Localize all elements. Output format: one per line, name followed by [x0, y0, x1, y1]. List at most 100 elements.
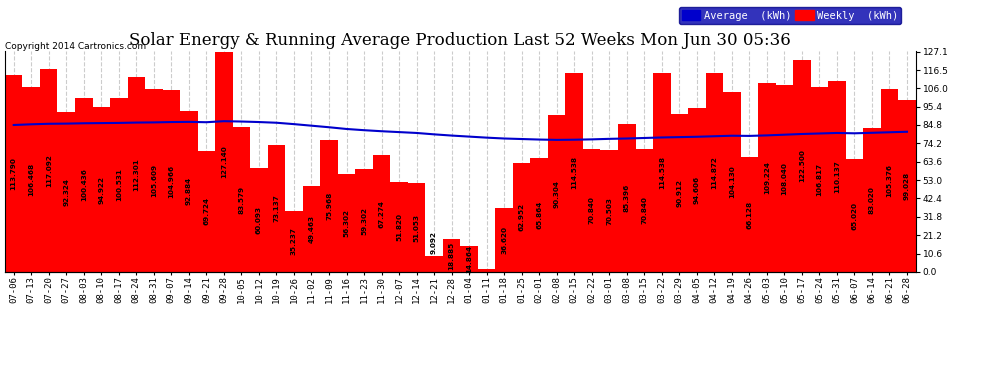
Bar [338, 174, 355, 272]
Text: 83.579: 83.579 [239, 185, 245, 213]
Bar [233, 127, 250, 272]
Bar [583, 149, 601, 272]
Text: 105.376: 105.376 [886, 164, 892, 197]
Bar [863, 128, 881, 272]
Bar [793, 60, 811, 272]
Bar [898, 100, 916, 272]
Text: 127.140: 127.140 [221, 146, 227, 178]
Text: Copyright 2014 Cartronics.com: Copyright 2014 Cartronics.com [5, 42, 147, 51]
Bar [390, 182, 408, 272]
Text: 36.620: 36.620 [501, 226, 507, 254]
Text: 65.864: 65.864 [537, 201, 543, 229]
Text: 122.500: 122.500 [799, 149, 805, 182]
Bar [5, 75, 23, 272]
Bar [495, 209, 513, 272]
Text: 105.609: 105.609 [150, 164, 156, 197]
Bar [303, 186, 320, 272]
Text: 14.864: 14.864 [466, 245, 472, 273]
Bar [618, 124, 636, 272]
Text: 114.538: 114.538 [658, 156, 664, 189]
Bar [741, 158, 758, 272]
Text: 104.130: 104.130 [729, 165, 735, 198]
Bar [355, 169, 373, 272]
Bar [162, 90, 180, 272]
Text: 90.304: 90.304 [553, 180, 559, 208]
Bar [531, 158, 547, 272]
Bar [146, 89, 162, 272]
Text: 73.137: 73.137 [273, 195, 279, 222]
Bar [320, 140, 338, 272]
Text: 94.606: 94.606 [694, 176, 700, 204]
Bar [636, 149, 653, 272]
Text: 18.885: 18.885 [448, 242, 454, 270]
Bar [373, 155, 390, 272]
Text: 92.884: 92.884 [186, 177, 192, 206]
Bar [706, 73, 723, 272]
Text: 108.040: 108.040 [781, 162, 787, 195]
Text: 110.137: 110.137 [834, 160, 840, 193]
Text: 92.324: 92.324 [63, 178, 69, 206]
Text: 9.092: 9.092 [431, 231, 437, 254]
Bar [23, 87, 40, 272]
Text: 75.968: 75.968 [326, 192, 332, 220]
Text: 99.028: 99.028 [904, 172, 910, 200]
Text: 114.538: 114.538 [571, 156, 577, 189]
Bar [180, 111, 198, 272]
Bar [670, 114, 688, 272]
Bar [443, 239, 460, 272]
Bar [881, 89, 898, 272]
Bar [811, 87, 829, 272]
Text: 51.820: 51.820 [396, 213, 402, 241]
Text: 35.237: 35.237 [291, 227, 297, 255]
Legend: Average  (kWh), Weekly  (kWh): Average (kWh), Weekly (kWh) [678, 7, 902, 24]
Text: 117.092: 117.092 [46, 154, 51, 187]
Bar [653, 74, 670, 272]
Bar [40, 69, 57, 272]
Text: 104.966: 104.966 [168, 164, 174, 198]
Text: 106.468: 106.468 [29, 163, 35, 196]
Bar [110, 98, 128, 272]
Text: 69.724: 69.724 [203, 198, 209, 225]
Text: 59.302: 59.302 [361, 207, 367, 234]
Text: 85.396: 85.396 [624, 184, 630, 212]
Text: 67.274: 67.274 [378, 200, 384, 228]
Text: 62.952: 62.952 [519, 203, 525, 231]
Text: 113.790: 113.790 [11, 157, 17, 190]
Bar [285, 211, 303, 272]
Text: 109.224: 109.224 [764, 161, 770, 194]
Bar [198, 151, 215, 272]
Text: 94.922: 94.922 [98, 176, 104, 204]
Text: 66.128: 66.128 [746, 201, 752, 229]
Text: 51.053: 51.053 [414, 214, 420, 242]
Text: 56.302: 56.302 [344, 209, 349, 237]
Bar [215, 52, 233, 272]
Bar [426, 256, 443, 272]
Text: 70.840: 70.840 [642, 196, 647, 225]
Text: 106.817: 106.817 [817, 163, 823, 196]
Bar [723, 92, 741, 272]
Text: 70.840: 70.840 [589, 196, 595, 225]
Bar [775, 85, 793, 272]
Bar [829, 81, 845, 272]
Text: 70.503: 70.503 [606, 197, 612, 225]
Bar [408, 183, 426, 272]
Bar [547, 116, 565, 272]
Bar [267, 145, 285, 272]
Bar [513, 163, 531, 272]
Text: 65.020: 65.020 [851, 202, 857, 229]
Text: 100.531: 100.531 [116, 168, 122, 201]
Bar [57, 112, 75, 272]
Bar [758, 83, 775, 272]
Text: 114.872: 114.872 [712, 156, 718, 189]
Bar [565, 74, 583, 272]
Bar [688, 108, 706, 272]
Text: 83.020: 83.020 [869, 186, 875, 214]
Title: Solar Energy & Running Average Production Last 52 Weeks Mon Jun 30 05:36: Solar Energy & Running Average Productio… [130, 32, 791, 49]
Bar [460, 246, 478, 272]
Bar [92, 108, 110, 272]
Bar [75, 98, 92, 272]
Text: 90.912: 90.912 [676, 179, 682, 207]
Bar [250, 168, 267, 272]
Text: 112.301: 112.301 [134, 158, 140, 191]
Text: 60.093: 60.093 [256, 206, 262, 234]
